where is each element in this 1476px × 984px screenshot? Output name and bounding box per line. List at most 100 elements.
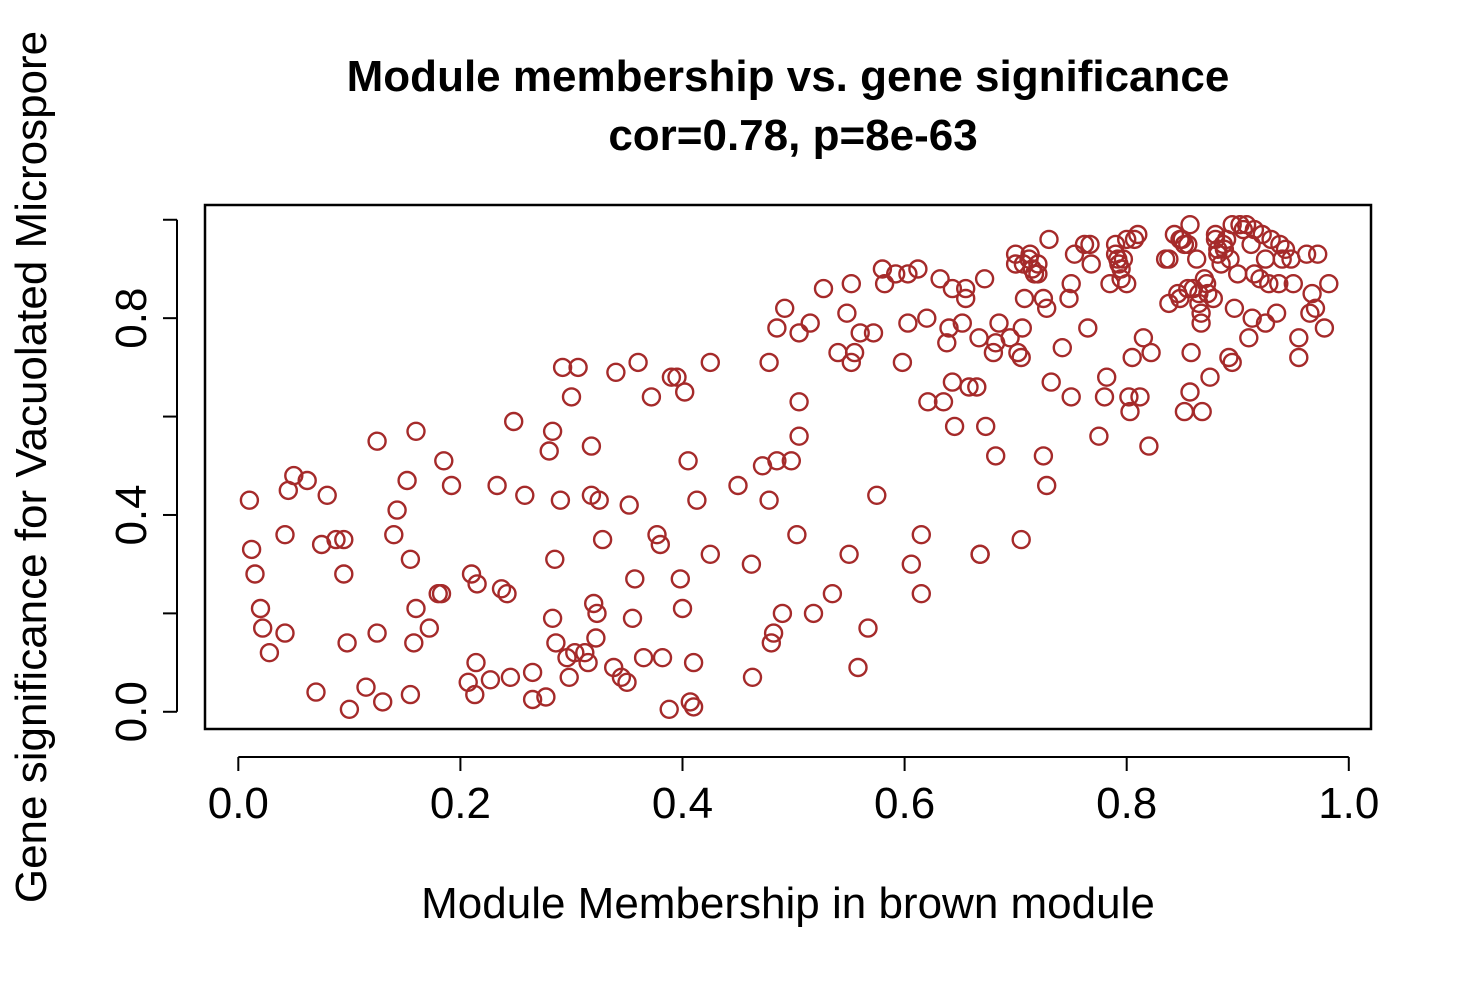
data-point (467, 574, 487, 594)
data-point (1159, 249, 1179, 269)
data-point (742, 667, 763, 687)
data-point (1052, 338, 1073, 358)
data-point (1296, 244, 1317, 264)
data-point (841, 352, 861, 373)
x-axis-label: Module Membership in brown module (421, 879, 1155, 928)
data-point (1011, 529, 1031, 550)
data-point (911, 525, 931, 545)
data-point (1036, 298, 1057, 318)
data-point (465, 684, 485, 705)
data-point (384, 525, 404, 545)
data-point (1305, 298, 1326, 318)
data-point (974, 269, 995, 289)
data-point (767, 318, 787, 338)
data-point (800, 313, 820, 333)
data-point (297, 470, 317, 491)
x-tick-label: 0.0 (208, 779, 269, 828)
data-point (1289, 347, 1309, 368)
data-point (683, 652, 704, 673)
data-point (1041, 372, 1061, 392)
data-point (1119, 387, 1139, 407)
data-point (606, 362, 626, 382)
data-point (1219, 347, 1239, 368)
x-axis: 0.0 0.2 0.4 0.6 0.8 1.0 (208, 756, 1379, 828)
data-point (1178, 234, 1198, 255)
data-point (578, 652, 598, 673)
x-tick-label: 0.6 (874, 779, 935, 828)
data-point (850, 323, 870, 343)
data-point (898, 313, 918, 333)
data-point (542, 608, 563, 628)
data-point (1116, 274, 1137, 294)
data-point (967, 377, 987, 397)
data-point (858, 618, 878, 638)
data-point (1283, 274, 1304, 294)
data-point (1192, 401, 1212, 422)
y-tick-label: 0.8 (107, 288, 156, 349)
data-point (1191, 303, 1211, 323)
data-point (983, 342, 1004, 363)
data-point (901, 554, 921, 574)
data-point (781, 451, 801, 471)
data-point (284, 465, 304, 486)
data-point (1141, 342, 1161, 363)
data-point (550, 490, 571, 510)
data-point (683, 697, 704, 717)
data-point (373, 692, 393, 712)
data-point (1244, 264, 1265, 284)
data-point (406, 421, 426, 441)
data-point (317, 485, 337, 505)
data-point (1130, 387, 1150, 407)
data-point (1227, 264, 1248, 284)
data-point (1128, 224, 1148, 245)
data-point (647, 525, 667, 545)
data-point (1061, 274, 1081, 294)
data-point (911, 584, 931, 604)
data-point (772, 603, 793, 624)
data-point (522, 689, 543, 710)
data-point (1275, 239, 1296, 260)
data-point (542, 421, 563, 441)
data-point (559, 667, 579, 687)
data-point (1122, 347, 1142, 368)
data-point (933, 392, 954, 412)
data-point (687, 490, 707, 510)
data-point (822, 584, 843, 604)
data-point (741, 554, 762, 574)
data-point (1186, 249, 1207, 269)
data-point (650, 534, 670, 555)
y-tick-label: 0.4 (107, 484, 156, 545)
data-point (844, 342, 865, 363)
data-point (589, 490, 609, 510)
data-point (803, 603, 824, 624)
data-point (1220, 249, 1240, 269)
data-point (1000, 328, 1020, 348)
data-point (1061, 387, 1081, 407)
data-point (1255, 249, 1276, 269)
chart-title: Module membership vs. gene significance (347, 52, 1230, 101)
data-point (245, 564, 265, 584)
data-point (367, 431, 387, 451)
data-point (1080, 234, 1100, 255)
data-point (334, 529, 354, 550)
data-point (339, 699, 360, 719)
data-point (480, 670, 501, 690)
data-point (1222, 352, 1242, 373)
data-point (1064, 244, 1085, 264)
data-point (700, 544, 720, 564)
data-point (886, 264, 906, 284)
data-point (1239, 328, 1259, 348)
data-point (1259, 274, 1279, 294)
data-point (839, 544, 859, 564)
data-point (404, 633, 424, 653)
data-point (367, 623, 387, 643)
data-point (1113, 249, 1134, 269)
data-point (937, 333, 957, 353)
data-point (619, 495, 639, 515)
data-point (942, 372, 963, 392)
data-point (872, 259, 893, 279)
data-point (1100, 274, 1120, 294)
data-point (592, 529, 613, 550)
data-point (584, 593, 604, 614)
